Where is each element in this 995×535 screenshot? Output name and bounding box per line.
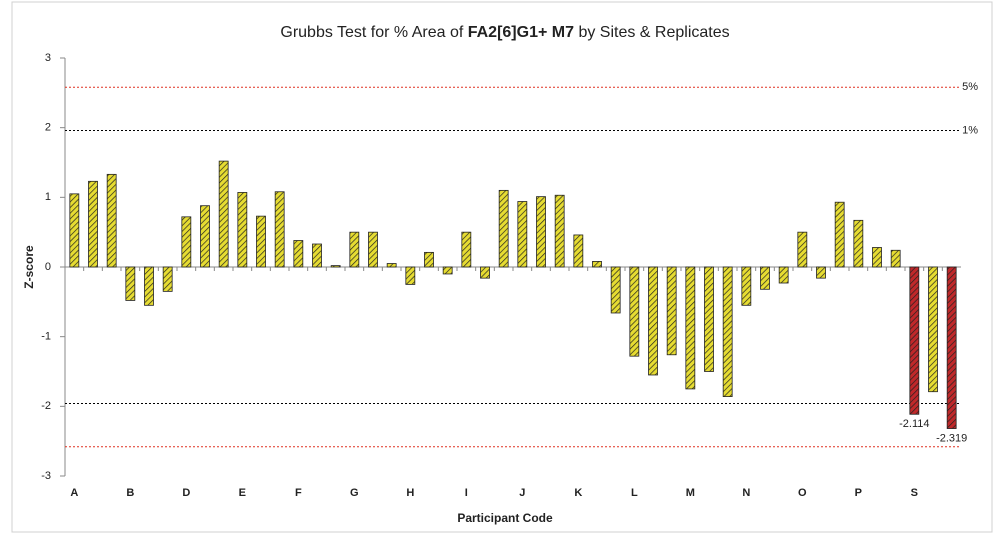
- y-tick-label: 0: [45, 261, 51, 273]
- x-tick-label: O: [798, 487, 807, 499]
- y-tick-label: -2: [41, 400, 51, 412]
- bar: [442, 266, 453, 275]
- x-tick-label: B: [126, 487, 134, 499]
- bar: [461, 231, 472, 268]
- reference-label: 5%: [962, 81, 978, 93]
- bar: [872, 247, 882, 268]
- data-label: -2.114: [899, 418, 929, 430]
- bar: [666, 266, 677, 356]
- bar: [909, 266, 920, 415]
- bar: [834, 201, 845, 268]
- bar: [760, 266, 770, 290]
- bar: [424, 251, 434, 268]
- x-tick-label: D: [182, 487, 190, 499]
- bar: [741, 266, 752, 306]
- bar: [386, 263, 397, 268]
- x-tick-label: I: [465, 487, 468, 499]
- x-tick-label: K: [574, 487, 582, 499]
- data-label: -2.319: [936, 432, 967, 444]
- bar: [778, 266, 789, 284]
- bar: [536, 196, 546, 268]
- bar: [237, 192, 248, 268]
- bar: [162, 266, 173, 292]
- title-part: by Sites & Replicates: [574, 24, 730, 41]
- bar: [181, 216, 192, 268]
- bar: [853, 219, 864, 268]
- bar: [218, 160, 229, 268]
- bar: [312, 243, 322, 268]
- bar: [890, 249, 901, 268]
- bar: [648, 266, 658, 376]
- bar: [405, 266, 416, 285]
- x-axis-title: Participant Code: [457, 511, 553, 525]
- y-tick-label: 3: [45, 52, 51, 64]
- bar: [554, 194, 565, 268]
- bar: [330, 265, 341, 268]
- bar: [256, 215, 266, 268]
- bar: [88, 180, 98, 268]
- x-tick-label: N: [742, 487, 750, 499]
- bar: [928, 266, 938, 393]
- x-tick-label: E: [239, 487, 246, 499]
- bar: [125, 266, 136, 301]
- x-tick-label: S: [911, 487, 918, 499]
- bar: [498, 189, 509, 268]
- x-tick-label: P: [855, 487, 862, 499]
- title-part: Grubbs Test for % Area of: [280, 24, 467, 41]
- x-tick-label: F: [295, 487, 302, 499]
- bar: [144, 266, 154, 306]
- x-tick-label: J: [519, 487, 525, 499]
- bar: [480, 266, 490, 279]
- bar: [629, 266, 640, 357]
- bar: [368, 231, 378, 268]
- bar: [816, 266, 826, 279]
- bar: [106, 173, 117, 268]
- bar: [704, 266, 714, 372]
- bar: [610, 266, 621, 314]
- chart-title: Grubbs Test for % Area of FA2[6]G1+ M7 b…: [280, 24, 729, 41]
- x-tick-label: H: [406, 487, 414, 499]
- y-tick-label: -1: [41, 331, 51, 343]
- reference-label: 1%: [962, 124, 978, 136]
- y-tick-label: -3: [41, 470, 51, 482]
- bar: [293, 240, 304, 268]
- bar: [797, 231, 808, 268]
- y-tick-label: 2: [45, 122, 51, 134]
- x-tick-label: G: [350, 487, 359, 499]
- bar: [69, 193, 80, 268]
- bar: [946, 266, 957, 429]
- title-part: FA2[6]G1+ M7: [468, 24, 574, 41]
- x-tick-label: M: [686, 487, 695, 499]
- bar: [685, 266, 696, 390]
- bar: [349, 231, 360, 268]
- x-tick-label: A: [70, 487, 78, 499]
- y-axis-title: Z-score: [22, 245, 36, 289]
- bar: [573, 234, 584, 268]
- bar: [274, 191, 285, 268]
- bar: [592, 261, 602, 268]
- x-tick-label: L: [631, 487, 638, 499]
- y-tick-label: 1: [45, 191, 51, 203]
- bar: [722, 266, 733, 397]
- bar: [200, 205, 210, 268]
- bar: [517, 201, 528, 268]
